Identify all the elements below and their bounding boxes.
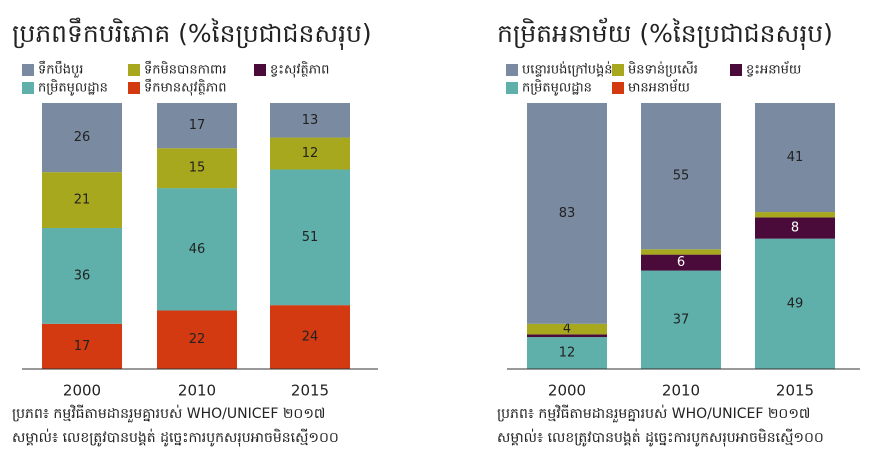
legend-label: កម្រិតមូលដ្ឋាន (38, 79, 108, 97)
bar-segment (270, 137, 350, 170)
value-label: 21 (74, 193, 91, 208)
bar-segment (527, 334, 607, 338)
chart-title: កម្រិតអនាម័យ (%នៃប្រជាជនសរុប) (497, 17, 833, 50)
legend-label: ទឹកមិនបានកាពារ (144, 61, 227, 78)
legend-label: ទឹកបឹងបួរ (38, 61, 83, 79)
value-label: 49 (787, 296, 804, 311)
legend-label: ខ្វះសុវត្ថិភាព (270, 61, 329, 79)
bar-segment (270, 305, 350, 369)
legend-swatch (128, 64, 140, 76)
legend-swatch (506, 82, 518, 94)
value-label: 37 (673, 312, 690, 327)
value-label: 17 (189, 118, 206, 133)
x-tick-label: 2000 (63, 382, 101, 400)
x-tick-label: 2015 (291, 382, 329, 400)
x-tick-label: 2010 (662, 382, 700, 400)
legend-swatch (730, 64, 742, 76)
value-label: 51 (302, 230, 319, 245)
legend-swatch (22, 82, 34, 94)
value-label: 55 (673, 169, 690, 184)
legend-swatch (22, 64, 34, 76)
value-label: 8 (791, 221, 799, 236)
bar-segment (527, 103, 607, 324)
value-label: 41 (787, 150, 804, 165)
value-label: 22 (189, 332, 206, 347)
value-label: 4 (563, 322, 571, 337)
value-label: 12 (302, 146, 319, 161)
bar-segment (641, 270, 721, 369)
bar-segment (641, 254, 721, 271)
bar-segment (527, 337, 607, 369)
legend-label: កម្រិតមូលដ្ឋាន (522, 79, 592, 97)
value-label: 24 (302, 330, 319, 345)
value-label: 83 (559, 206, 576, 221)
bar-segment (157, 310, 237, 369)
value-label: 12 (559, 346, 576, 361)
bar-segment (42, 172, 122, 229)
source: ប្រភព៖ កម្មវិធីតាមដានរួមគ្នារបស់ WHO/UNI… (12, 404, 325, 423)
bar-segment (641, 249, 721, 255)
value-label: 36 (74, 268, 91, 283)
bar-segment (157, 103, 237, 149)
note: សម្គាល់៖ លេខត្រូវបានបង្គត់ ដូច្នេះការបូក… (497, 428, 824, 447)
legend-swatch (506, 64, 518, 76)
bar-segment (641, 103, 721, 250)
bar-segment (755, 103, 835, 213)
bar-segment (755, 212, 835, 218)
bar-segment (42, 228, 122, 324)
legend-label: ខ្វះអនាម័យ (746, 61, 801, 78)
bar-segment (755, 217, 835, 239)
value-label: 15 (189, 161, 206, 176)
x-tick-label: 2000 (548, 382, 586, 400)
legend-swatch (254, 64, 266, 76)
x-tick-label: 2015 (776, 382, 814, 400)
source: ប្រភព៖ កម្មវិធីតាមដានរួមគ្នារបស់ WHO/UNI… (497, 404, 810, 423)
value-label: 6 (677, 255, 685, 270)
value-label: 13 (302, 113, 319, 128)
note: សម្គាល់៖ លេខត្រូវបានបង្គត់ ដូច្នេះការបូក… (12, 428, 339, 447)
legend-label: មានអនាម័យ (628, 79, 690, 96)
chart-title: ប្រភពទឹកបរិភោគ (%នៃប្រជាជនសរុប) (12, 17, 372, 50)
bar-segment (157, 148, 237, 189)
legend-label: មិនទាន់ប្រសើរ (628, 61, 698, 78)
bar-segment (527, 323, 607, 335)
value-label: 46 (189, 242, 206, 257)
x-tick-label: 2010 (178, 382, 216, 400)
bar-segment (157, 188, 237, 311)
bar-segment (42, 103, 122, 173)
bar-segment (42, 323, 122, 369)
value-label: 17 (74, 339, 91, 354)
legend-swatch (128, 82, 140, 94)
value-label: 26 (74, 130, 91, 145)
legend-swatch (612, 82, 624, 94)
legend-swatch (612, 64, 624, 76)
legend-label: ទឹកមានសុវត្ថិភាព (144, 79, 227, 97)
legend-label: បន្ទោរបង់ក្រៅបង្គន់ (522, 61, 613, 78)
bar-segment (755, 238, 835, 369)
bar-segment (270, 103, 350, 138)
bar-segment (270, 169, 350, 306)
